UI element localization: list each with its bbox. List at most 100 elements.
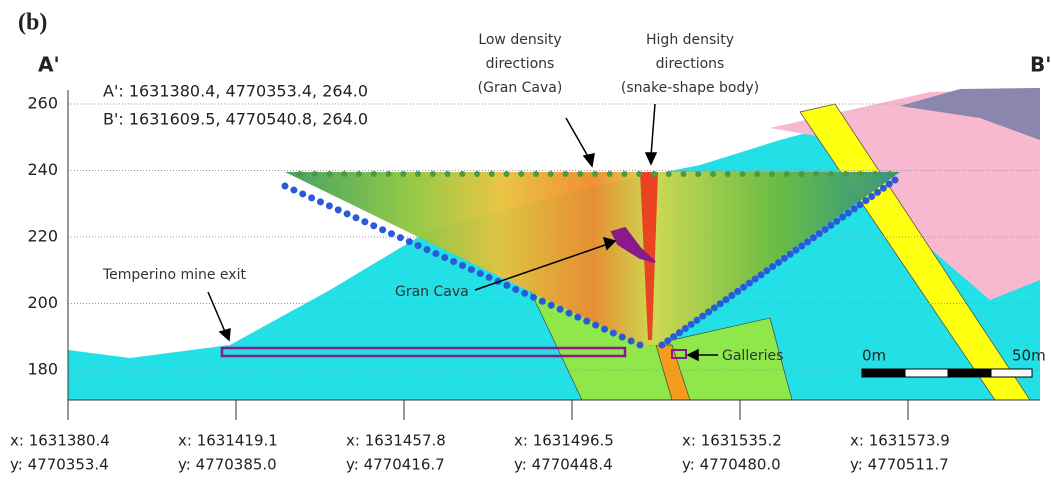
edge-dot xyxy=(326,202,333,209)
edge-dot xyxy=(792,247,799,254)
edge-dot xyxy=(734,288,741,295)
top-dot xyxy=(415,171,421,177)
edge-dot xyxy=(592,322,599,329)
edge-dot xyxy=(822,226,829,233)
edge-dot xyxy=(699,313,706,320)
edge-dot xyxy=(892,177,899,184)
edge-dot xyxy=(548,302,555,309)
scale-start: 0m xyxy=(862,347,886,365)
edge-dot xyxy=(432,250,439,257)
x-tick-label: x: 1631457.8 xyxy=(346,432,446,450)
edge-dot xyxy=(299,190,306,197)
top-dot xyxy=(459,171,465,177)
scale-segment xyxy=(905,369,948,377)
edge-dot xyxy=(845,210,852,217)
x-tick-label: y: 4770416.7 xyxy=(346,456,445,474)
top-dot xyxy=(474,171,480,177)
arrowhead xyxy=(220,329,230,340)
edge-dot xyxy=(787,251,794,258)
edge-dot xyxy=(308,194,315,201)
edge-dot xyxy=(775,259,782,266)
edge-dot xyxy=(874,189,881,196)
top-dot xyxy=(548,171,554,177)
edge-dot xyxy=(512,286,519,293)
edge-dot xyxy=(851,205,858,212)
annotation: Temperino mine exit xyxy=(102,267,246,283)
y-tick-label: 220 xyxy=(27,227,58,246)
top-dot xyxy=(607,171,613,177)
edge-dot xyxy=(758,271,765,278)
y-tick-label: 240 xyxy=(27,160,58,179)
edge-dot xyxy=(503,282,510,289)
annotation: (snake-shape body) xyxy=(621,80,759,96)
x-tick-label: x: 1631419.1 xyxy=(178,432,278,450)
y-tick-label: 200 xyxy=(27,293,58,312)
edge-dot xyxy=(763,267,770,274)
edge-dot xyxy=(450,258,457,265)
top-dot xyxy=(371,171,377,177)
figure: 0m 50m (b) A' B' A': 1631380.4, 4770353.… xyxy=(0,0,1051,484)
edge-dot xyxy=(839,214,846,221)
edge-dot xyxy=(810,234,817,241)
arrowhead xyxy=(584,154,594,166)
top-dot xyxy=(740,171,746,177)
top-dot xyxy=(828,171,834,177)
edge-dot xyxy=(728,292,735,299)
edge-dot xyxy=(740,284,747,291)
panel-label: (b) xyxy=(18,10,47,36)
top-dot xyxy=(504,171,510,177)
edge-dot xyxy=(816,230,823,237)
edge-dot xyxy=(637,342,644,349)
edge-dot xyxy=(317,198,324,205)
annotation: (Gran Cava) xyxy=(478,80,563,96)
edge-dot xyxy=(583,318,590,325)
edge-dot xyxy=(723,296,730,303)
edge-dot xyxy=(862,197,869,204)
edge-dot xyxy=(610,330,617,337)
edge-dot xyxy=(370,222,377,229)
top-dot xyxy=(445,171,451,177)
top-dot xyxy=(695,171,701,177)
top-dot xyxy=(400,171,406,177)
edge-dot xyxy=(682,325,689,332)
edge-dot xyxy=(459,262,466,269)
top-dot xyxy=(533,171,539,177)
edge-dot xyxy=(880,185,887,192)
x-tick-label: x: 1631573.9 xyxy=(850,432,950,450)
edge-dot xyxy=(361,218,368,225)
scale-segment xyxy=(991,369,1032,377)
edge-dot xyxy=(406,238,413,245)
edge-dot xyxy=(566,310,573,317)
annotation: High density xyxy=(646,32,734,48)
annotation: Gran Cava xyxy=(395,284,469,300)
annotation: Low density xyxy=(478,32,561,48)
top-dot xyxy=(710,171,716,177)
edge-dot xyxy=(344,210,351,217)
edge-dot xyxy=(827,222,834,229)
edge-dot xyxy=(486,274,493,281)
top-dot xyxy=(651,171,657,177)
edge-dot xyxy=(601,326,608,333)
top-dot xyxy=(725,171,731,177)
endpoint: A': 1631380.4, 4770353.4, 264.0 xyxy=(103,82,368,101)
edge-dot xyxy=(752,276,759,283)
edge-dot xyxy=(441,254,448,261)
top-dot xyxy=(430,171,436,177)
edge-dot xyxy=(282,183,289,190)
scale-end: 50m xyxy=(1012,347,1046,365)
edge-dot xyxy=(711,304,718,311)
x-tick-label: x: 1631535.2 xyxy=(682,432,782,450)
top-dot xyxy=(754,171,760,177)
edge-dot xyxy=(628,338,635,345)
edge-dot xyxy=(688,321,695,328)
top-dot xyxy=(312,171,318,177)
edge-dot xyxy=(521,290,528,297)
top-dot xyxy=(843,171,849,177)
edge-dot xyxy=(468,266,475,273)
arrow xyxy=(651,104,655,156)
x-tick-label: x: 1631496.5 xyxy=(514,432,614,450)
edge-dot xyxy=(335,206,342,213)
edge-dot xyxy=(379,226,386,233)
edge-dot xyxy=(717,300,724,307)
edge-dot xyxy=(619,334,626,341)
